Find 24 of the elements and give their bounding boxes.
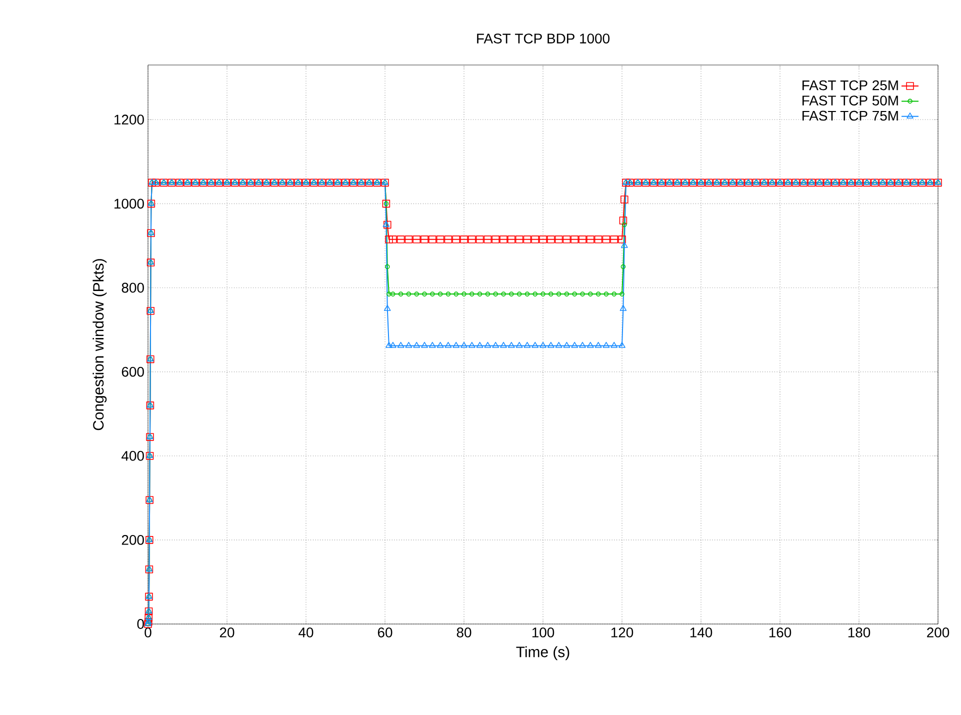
x-tick-label: 160 [769,628,792,638]
x-tick-label: 120 [611,628,634,638]
x-tick-label: 0 [144,628,152,638]
x-tick-label: 60 [378,628,392,638]
x-tick-label: 40 [298,628,314,638]
chart-title: FAST TCP BDP 1000 [477,34,610,44]
y-tick-label: 0 [137,619,144,629]
y-tick-label: 600 [122,366,144,377]
y-tick-label: 1000 [114,198,144,209]
x-tick-label: 180 [848,628,870,638]
legend-label: FAST TCP 25M [802,80,898,90]
x-tick-label: 20 [220,628,234,638]
x-tick-label: 200 [927,628,950,638]
legend-label: FAST TCP 75M [802,110,898,121]
y-tick-label: 200 [122,534,144,545]
x-tick-label: 100 [532,628,554,638]
y-tick-label: 400 [122,450,144,461]
y-tick-label: 800 [122,282,144,293]
x-axis-title: Time (s) [516,646,570,660]
x-tick-label: 140 [690,628,712,638]
x-tick-label: 80 [456,628,472,638]
y-tick-label: 1200 [114,114,144,125]
legend-label: FAST TCP 50M [802,96,898,106]
y-axis-title: Congestion window (Pkts) [92,259,107,430]
